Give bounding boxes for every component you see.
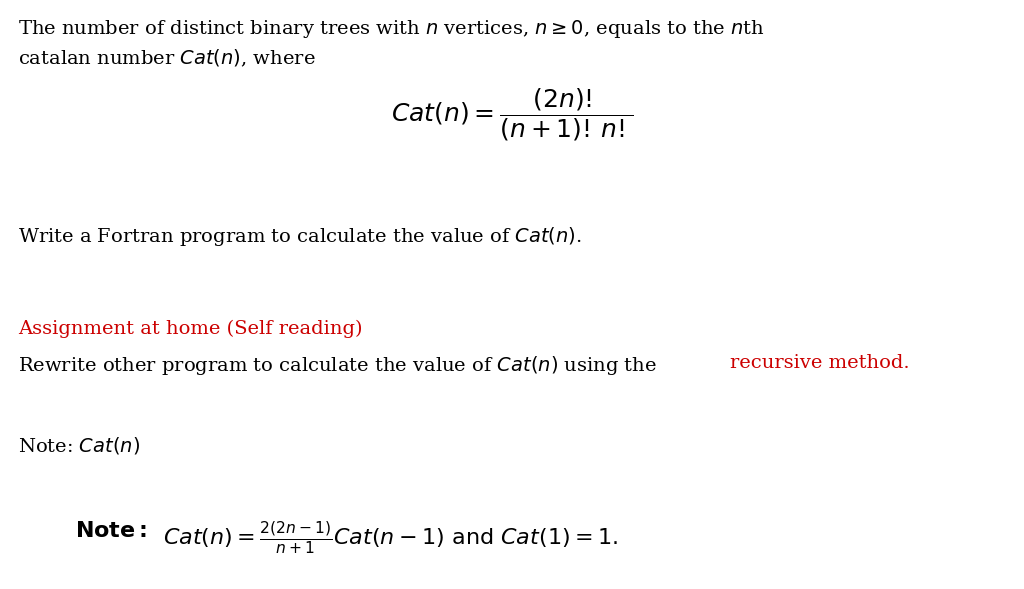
Text: The number of distinct binary trees with $n$ vertices, $n \geq 0$, equals to the: The number of distinct binary trees with… [18,18,765,40]
Text: $\mathit{Cat}(n) = \dfrac{(2n)!}{(n+1)!\,n!}$: $\mathit{Cat}(n) = \dfrac{(2n)!}{(n+1)!\… [391,87,633,143]
Text: Write a Fortran program to calculate the value of $\mathit{Cat}(n)$.: Write a Fortran program to calculate the… [18,225,582,248]
Text: $\mathit{Cat}(n) = \frac{2(2n-1)}{n+1}\mathit{Cat}(n-1)\ \mathrm{and}\ \mathit{C: $\mathit{Cat}(n) = \frac{2(2n-1)}{n+1}\m… [163,520,617,557]
Text: Rewrite other program to calculate the value of $\mathit{Cat}(n)$ using the: Rewrite other program to calculate the v… [18,354,657,377]
Text: $\mathbf{Note:}$: $\mathbf{Note:}$ [75,520,147,542]
Text: catalan number $\mathit{Cat}(n)$, where: catalan number $\mathit{Cat}(n)$, where [18,48,315,70]
Text: recursive method.: recursive method. [730,354,909,372]
Text: Note: $\mathit{Cat}(n)$: Note: $\mathit{Cat}(n)$ [18,435,140,456]
Text: Assignment at home (Self reading): Assignment at home (Self reading) [18,320,362,338]
